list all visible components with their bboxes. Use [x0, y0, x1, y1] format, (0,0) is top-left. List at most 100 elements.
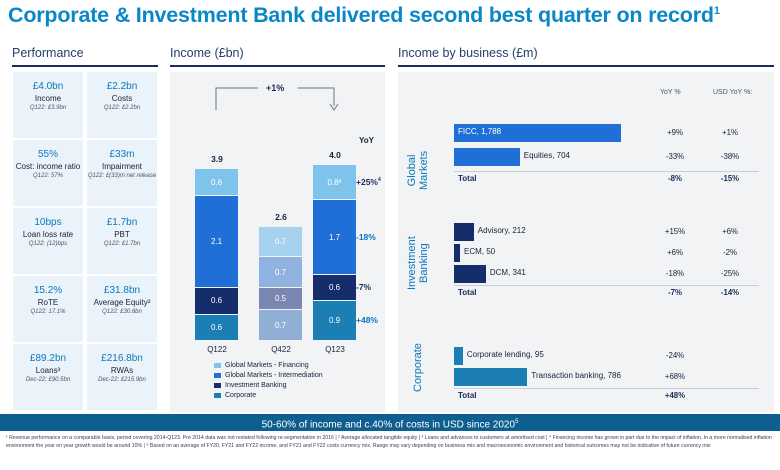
- bar-segment: 0.8 4: [313, 165, 356, 200]
- metric-value: £33m: [109, 149, 135, 160]
- legend-label: Corporate: [225, 392, 257, 399]
- business-group-label: Corporate: [412, 343, 424, 392]
- total-label: Total: [458, 391, 477, 400]
- bar-segment: 2.1: [195, 195, 238, 288]
- bar-total-label: 2.6: [275, 211, 287, 222]
- group-separator: [454, 171, 759, 172]
- yoy-value: +15%: [664, 227, 686, 236]
- metric-label: RWAs: [110, 366, 134, 375]
- bar-segment: 0.6: [313, 275, 356, 301]
- metric-value: 10bps: [34, 217, 62, 228]
- legend-label: Global Markets - Intermediation: [225, 372, 323, 379]
- bar-segment: 0.7: [259, 257, 302, 288]
- income-divider: [170, 65, 385, 67]
- legend-item: Investment Banking: [214, 382, 286, 389]
- growth-connector: [215, 87, 339, 111]
- business-bar-label: Equities, 704: [523, 151, 571, 160]
- metric-comparison: Q122: £1.7bn: [103, 241, 141, 247]
- total-label: Total: [458, 288, 477, 297]
- total-usd-yoy-value: -14%: [720, 288, 740, 297]
- yoy-header: YoY: [359, 136, 374, 145]
- performance-tile: £1.7bn PBT Q122: £1.7bn: [87, 208, 157, 274]
- metric-label: PBT: [114, 230, 130, 239]
- bar-total-label: 3.9: [211, 154, 223, 165]
- performance-tile: £33m Impairment Q122: £(33)m net release: [87, 140, 157, 206]
- growth-label: +1%: [266, 83, 285, 93]
- yoy-value: -18%: [356, 231, 376, 242]
- bar-segment: 0.9: [313, 301, 356, 340]
- metric-label: Cost: income ratio: [15, 162, 81, 171]
- metric-comparison: Q122: £30.8bn: [102, 309, 142, 315]
- business-bar: Advisory, 212: [454, 223, 526, 241]
- total-yoy-value: +48%: [664, 391, 686, 400]
- performance-tile: 10bps Loan loss rate Q122: (12)bps: [13, 208, 83, 274]
- yoy-value: -18%: [665, 269, 685, 278]
- bar-segment: 0.7: [259, 226, 302, 257]
- business-bar-label: Transaction banking, 786: [531, 371, 621, 380]
- total-yoy-value: -8%: [668, 174, 682, 183]
- metric-value: £89.2bn: [29, 353, 67, 364]
- yoy-value: -33%: [665, 152, 685, 161]
- performance-tile: £89.2bn Loans³ Dec-22: £90.5bn: [13, 344, 83, 410]
- metric-value: £1.7bn: [106, 217, 138, 228]
- metric-value: 55%: [37, 149, 58, 160]
- bar-segment: 0.7: [259, 310, 302, 340]
- arrow-down-icon: [329, 103, 339, 111]
- legend-swatch: [214, 363, 221, 368]
- growth-bracket: [215, 87, 335, 110]
- metric-label: RoTE: [37, 298, 59, 307]
- column-header: USD YoY %:: [713, 89, 753, 96]
- total-usd-yoy-value: -15%: [720, 174, 740, 183]
- metric-label: Loans³: [35, 366, 61, 375]
- business-group-label: Investment Banking: [406, 236, 430, 290]
- business-group-label: Global Markets: [406, 150, 430, 190]
- metric-comparison: Q122: £2.2bn: [103, 105, 141, 111]
- metric-comparison: Q122: (12)bps: [28, 241, 68, 247]
- business-bar-label: FICC, 1,788: [458, 127, 502, 136]
- metric-label: Loan loss rate: [22, 230, 74, 239]
- usd-yoy-value: -2%: [723, 248, 737, 257]
- legend-swatch: [214, 373, 221, 378]
- metric-comparison: Q122: £3.9bn: [29, 105, 67, 111]
- legend-label: Investment Banking: [225, 382, 287, 389]
- bar-segment: 0.6: [195, 314, 238, 340]
- legend-swatch: [214, 393, 221, 398]
- yoy-value: -24%: [665, 351, 685, 360]
- business-bar: DCM, 341: [454, 265, 526, 283]
- footnote: ¹ Revenue performance on a comparable ba…: [6, 435, 772, 449]
- bar-segment: 0.6: [195, 288, 238, 314]
- bar-segment: 0.6: [195, 169, 238, 195]
- bar-total-label: 4.0: [329, 150, 341, 160]
- metric-value: £4.0bn: [32, 81, 64, 92]
- usd-banner: 50-60% of income and c.40% of costs in U…: [0, 414, 780, 431]
- legend-item: Global Markets - Intermediation: [214, 372, 323, 379]
- metric-label: Average Equity²: [93, 298, 151, 307]
- business-bar: Corporate lending, 95: [454, 347, 544, 365]
- legend-item: Global Markets - Financing: [214, 362, 309, 369]
- performance-tile: £4.0bn Income Q122: £3.9bn: [13, 72, 83, 138]
- metric-value: 15.2%: [33, 285, 63, 296]
- usd-yoy-value: -38%: [720, 152, 740, 161]
- metric-label: Costs: [111, 94, 133, 103]
- total-label: Total: [458, 174, 477, 183]
- metric-comparison: Q122: £(33)m net release: [87, 173, 157, 179]
- usd-yoy-value: +6%: [722, 227, 738, 236]
- bar-segment: 0.5: [259, 288, 302, 310]
- legend-label: Global Markets - Financing: [225, 362, 309, 369]
- business-bar-label: Advisory, 212: [477, 226, 526, 235]
- yoy-value: +9%: [667, 128, 683, 137]
- x-axis-label: Q422: [271, 345, 291, 354]
- business-heading: Income by business (£m): [398, 46, 538, 60]
- business-bar: ECM, 50: [454, 244, 495, 262]
- bar-segment: 1.7: [313, 200, 356, 274]
- performance-tile: £31.8bn Average Equity² Q122: £30.8bn: [87, 276, 157, 342]
- performance-tile: £216.8bn RWAs Dec-22: £215.9bn: [87, 344, 157, 410]
- legend-swatch: [214, 383, 221, 388]
- metric-comparison: Dec-22: £90.5bn: [25, 377, 71, 383]
- performance-tile: 15.2% RoTE Q122: 17.1%: [13, 276, 83, 342]
- business-bar-label: ECM, 50: [464, 247, 496, 256]
- yoy-value: +25%4: [356, 176, 381, 187]
- business-bar: FICC, 1,788: [454, 124, 621, 142]
- group-separator: [454, 285, 759, 286]
- business-bar-label: DCM, 341: [489, 268, 526, 277]
